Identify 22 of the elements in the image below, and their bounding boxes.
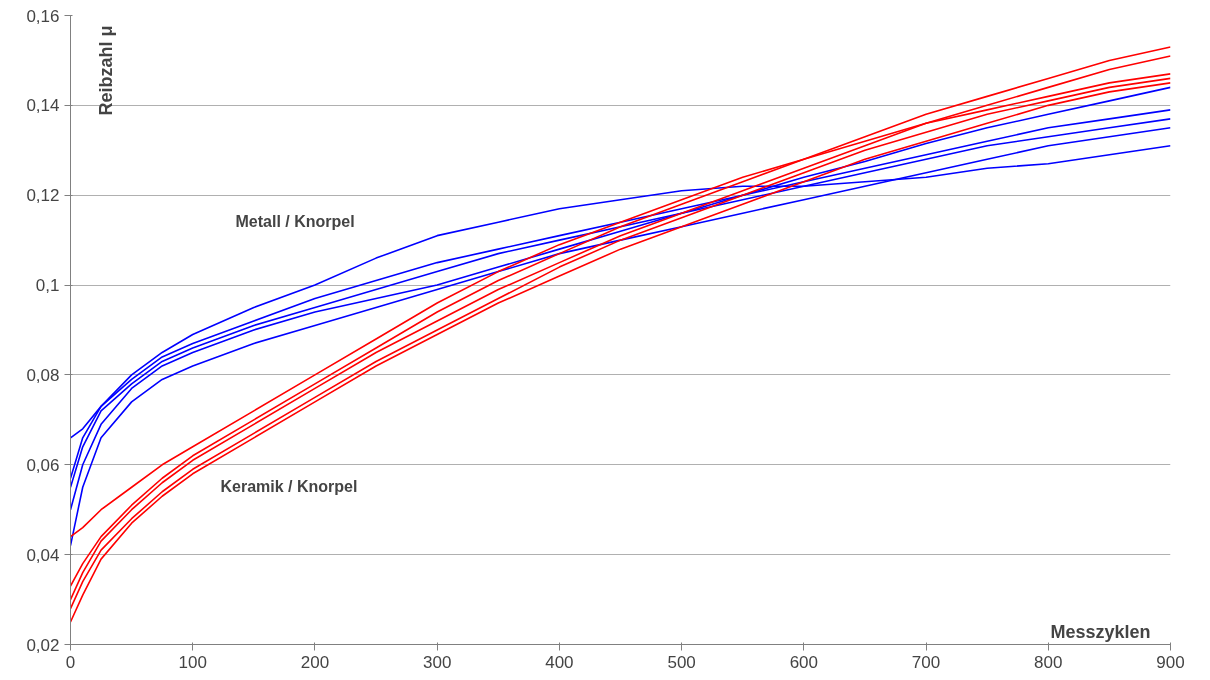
x-tick-label: 500 (667, 652, 696, 672)
y-tick-label: 0,06 (26, 455, 60, 475)
x-tick-label: 300 (422, 652, 452, 672)
x-tick-label: 700 (911, 652, 941, 672)
x-tick-label: 0 (65, 652, 76, 672)
x-axis-title: Messzyklen (1050, 621, 1151, 642)
y-tick-label: 0,12 (26, 186, 60, 206)
x-tick-label: 800 (1034, 652, 1063, 672)
x-tick-label: 900 (1156, 652, 1185, 672)
y-tick-label: 0,14 (26, 96, 60, 116)
y-axis-title: Reibzahl μ (95, 25, 116, 116)
annotation: Metall / Knorpel (235, 212, 355, 230)
x-tick-label: 200 (300, 652, 330, 672)
x-tick-label: 400 (545, 652, 574, 672)
y-tick-label: 0,1 (35, 276, 60, 296)
x-tick-label: 100 (178, 652, 207, 672)
y-tick-label: 0,16 (26, 6, 60, 26)
y-tick-label: 0,08 (26, 365, 60, 385)
y-tick-label: 0,04 (26, 545, 60, 565)
x-tick-label: 600 (789, 652, 819, 672)
annotation: Keramik / Knorpel (220, 477, 358, 495)
y-tick-label: 0,02 (26, 635, 60, 655)
